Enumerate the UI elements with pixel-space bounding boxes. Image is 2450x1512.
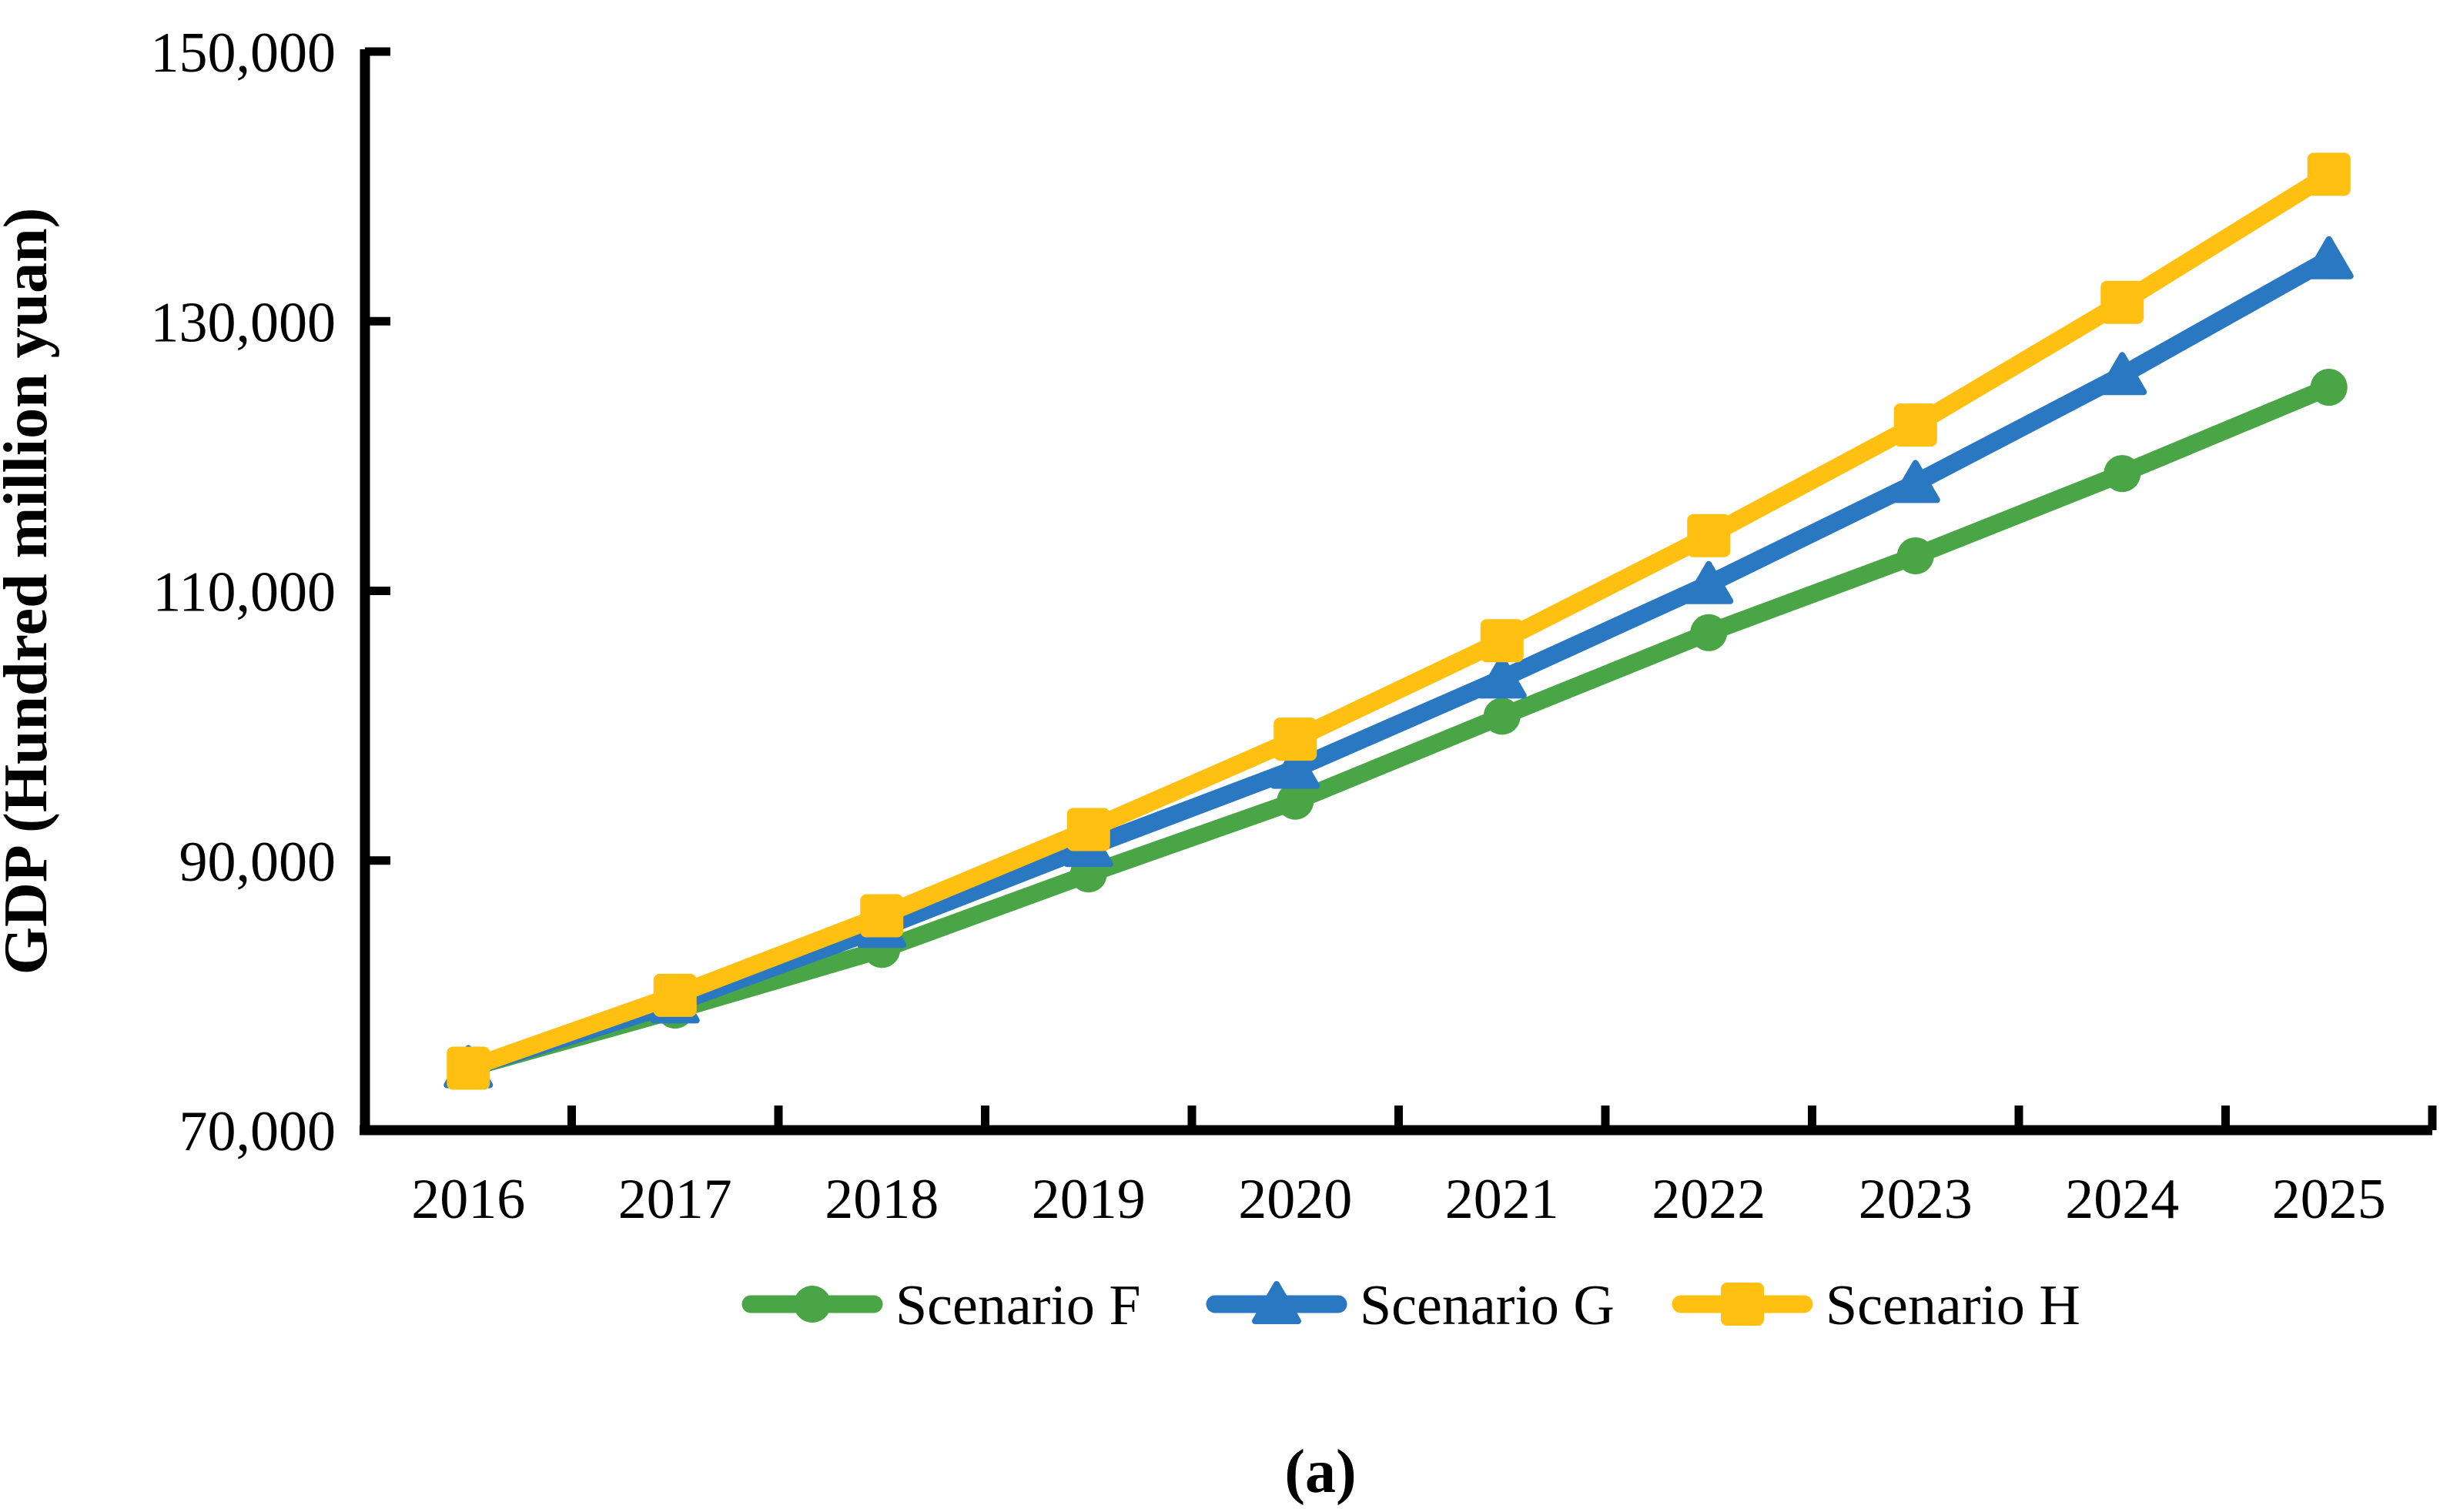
legend-square-marker (1721, 1283, 1764, 1326)
x-tick-label: 2021 (1445, 1168, 1559, 1231)
series-scenario-h-square-marker (2307, 152, 2351, 196)
series-scenario-h-square-marker (1687, 513, 1731, 557)
series-scenario-h-square-marker (2100, 280, 2144, 324)
legend-label: Scenario G (1360, 1274, 1615, 1337)
series-line-scenario-h (459, 165, 2338, 1077)
series-scenario-h-square-marker (1893, 403, 1937, 447)
panel-caption: (a) (1284, 1438, 1356, 1506)
series-scenario-f-circle-marker (1896, 537, 1934, 574)
series-scenario-g-triangle-marker (1270, 745, 1320, 789)
x-tick-label: 2023 (1859, 1168, 1973, 1231)
series-scenario-g-triangle-marker (2097, 352, 2147, 396)
x-tick-label: 2018 (825, 1168, 939, 1231)
series-line-scenario-f (459, 378, 2338, 1077)
x-tick-label: 2017 (618, 1168, 732, 1231)
x-tick-label: 2022 (1652, 1168, 1766, 1231)
x-tick-label: 2019 (1032, 1168, 1146, 1231)
series-scenario-h-square-marker (1480, 619, 1524, 663)
x-tick-label: 2025 (2272, 1168, 2386, 1231)
series-scenario-f-circle-marker (1690, 614, 1728, 651)
legend-label: Scenario F (895, 1274, 1141, 1337)
y-tick-label: 110,000 (152, 561, 336, 624)
series-scenario-g-triangle-marker (1890, 460, 1940, 503)
series-scenario-f-circle-marker (1277, 782, 1314, 820)
series-scenario-h-square-marker (447, 1046, 490, 1090)
series-scenario-h-square-marker (1066, 808, 1110, 851)
series-scenario-f-circle-marker (1483, 697, 1521, 735)
series-scenario-g-triangle-marker (1477, 655, 1527, 699)
series-scenario-g-triangle-marker (1684, 560, 1734, 604)
series-scenario-f-circle-marker (2310, 369, 2348, 406)
legend-label: Scenario H (1826, 1274, 2080, 1337)
y-tick-label: 130,000 (151, 291, 336, 354)
y-axis-title: GDP (Hundred million yuan) (0, 208, 60, 975)
x-tick-label: 2020 (1238, 1168, 1352, 1231)
series-scenario-g-triangle-marker (2304, 236, 2354, 279)
series-scenario-h-square-marker (653, 973, 697, 1017)
legend-circle-marker (794, 1286, 831, 1323)
series-scenario-f-circle-marker (2104, 455, 2141, 493)
series-scenario-h-square-marker (860, 894, 904, 938)
series-scenario-h-square-marker (1274, 718, 1317, 761)
y-tick-label: 70,000 (179, 1100, 336, 1163)
y-tick-label: 150,000 (151, 22, 336, 85)
x-tick-label: 2024 (2065, 1168, 2179, 1231)
y-tick-label: 90,000 (179, 831, 336, 894)
series-line-scenario-g (459, 250, 2338, 1077)
legend-triangle-marker (1252, 1281, 1301, 1324)
x-tick-label: 2016 (411, 1168, 525, 1231)
